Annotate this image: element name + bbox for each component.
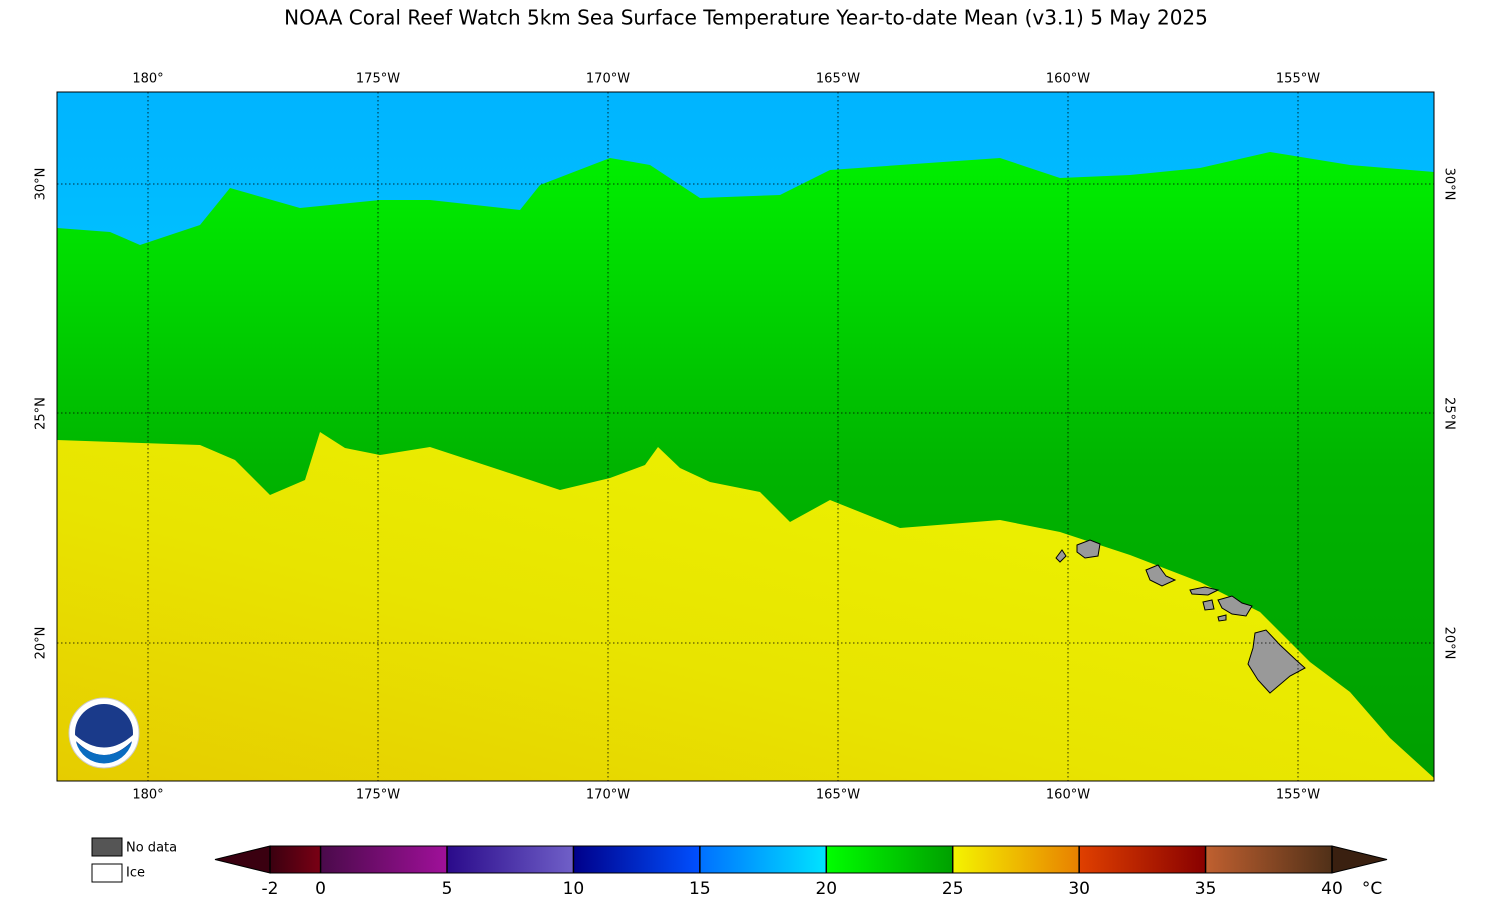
colorbar: -2 0 5 10 15 20 25 30 35 40 °C [214, 845, 1388, 899]
lon-label: 155°W [1276, 72, 1320, 87]
legend-label: Ice [126, 866, 145, 881]
title: NOAA Coral Reef Watch 5km Sea Surface Te… [284, 6, 1208, 30]
lon-label: 180° [132, 788, 163, 803]
lat-label: 20°N [1442, 627, 1457, 660]
colorbar-segment [1079, 846, 1206, 873]
colorbar-tick-label: 30 [1068, 879, 1090, 899]
colorbar-tick-label: -2 [262, 879, 279, 899]
colorbar-segment [826, 846, 953, 873]
colorbar-tick-label: 40 [1321, 879, 1343, 899]
colorbar-segment [320, 846, 447, 873]
colorbar-tick-label: 35 [1195, 879, 1217, 899]
colorbar-segment [447, 846, 574, 873]
lon-label: 160°W [1046, 72, 1090, 87]
lon-label: 170°W [586, 788, 630, 803]
map-frame [56, 91, 1435, 782]
lon-label: 165°W [816, 788, 860, 803]
colorbar-segment [270, 846, 321, 873]
lon-label: 155°W [1276, 788, 1320, 803]
colorbar-segment [699, 846, 827, 873]
ice-swatch [91, 863, 123, 883]
colorbar-extension [214, 845, 271, 874]
grid-lines [57, 92, 1434, 781]
noaa-logo [68, 697, 140, 769]
lon-label: 180° [132, 72, 163, 87]
lon-label: 165°W [816, 72, 860, 87]
lat-label: 30°N [1442, 168, 1457, 201]
lon-label: 160°W [1046, 788, 1090, 803]
colorbar-segment [573, 846, 700, 873]
colorbar-segment [952, 846, 1080, 873]
colorbar-tick-label: 20 [815, 879, 837, 899]
warm-water [57, 432, 1434, 781]
sst-field [57, 92, 1434, 781]
hawaiian-islands [1055, 539, 1306, 694]
colorbar-tick-label: 0 [315, 879, 326, 899]
lon-label: 175°W [356, 788, 400, 803]
no-data-swatch [91, 837, 123, 857]
colorbar-segment [1205, 846, 1332, 873]
lon-label: 170°W [586, 72, 630, 87]
lon-label: 175°W [356, 72, 400, 87]
lat-label: 20°N [34, 627, 49, 660]
colorbar-tick-label: 5 [442, 879, 453, 899]
colorbar-tick-label: 15 [689, 879, 711, 899]
lat-label: 25°N [34, 397, 49, 430]
lat-label: 25°N [1442, 397, 1457, 430]
colorbar-tick-label: 25 [942, 879, 964, 899]
colorbar-extension [1331, 845, 1388, 874]
colorbar-unit: °C [1362, 879, 1382, 899]
colorbar-frame [269, 845, 1333, 874]
colorbar-tick-label: 10 [563, 879, 585, 899]
lat-label: 30°N [34, 168, 49, 201]
legend-label: No data [126, 841, 177, 856]
